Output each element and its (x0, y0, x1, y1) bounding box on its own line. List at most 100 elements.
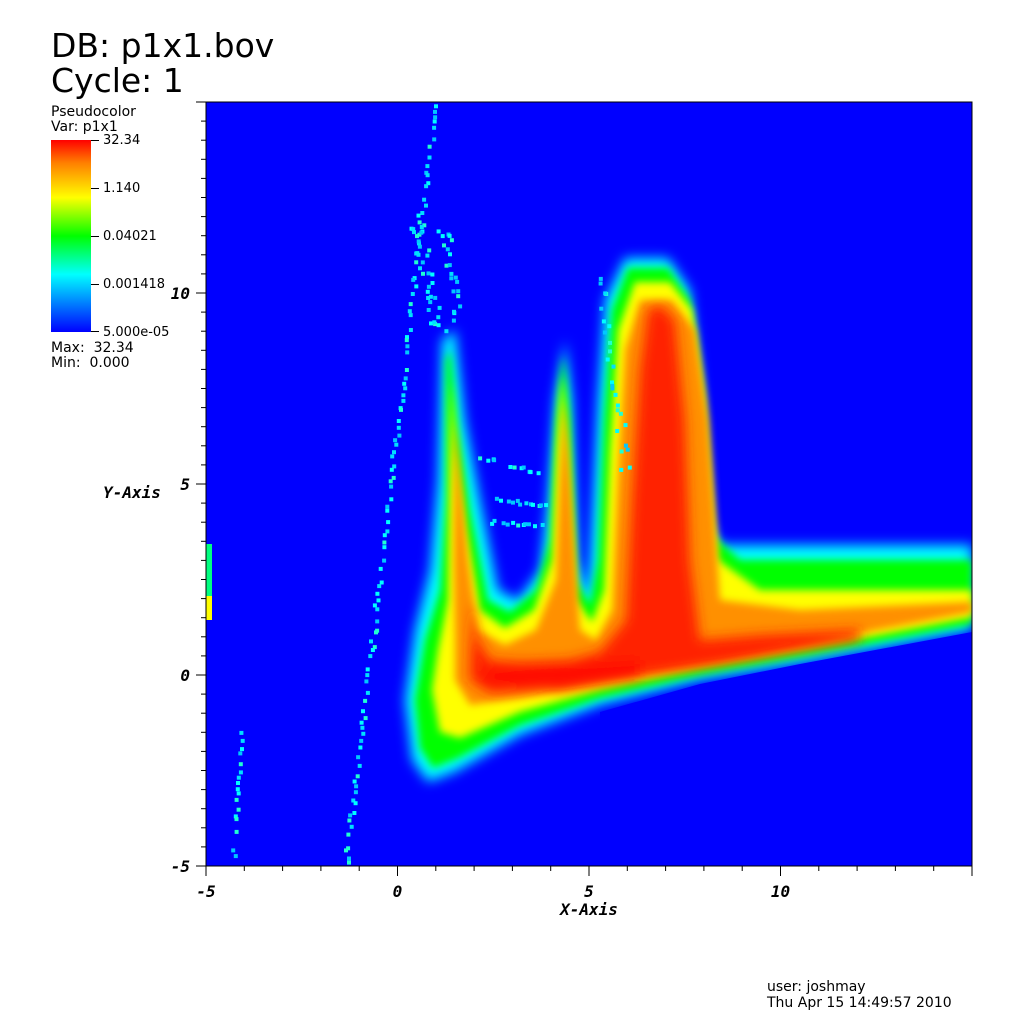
legend-min: Min: 0.000 (51, 356, 130, 371)
speck (425, 289, 430, 294)
speck (424, 203, 428, 208)
speck (490, 521, 495, 526)
speck (432, 119, 437, 124)
speck (516, 523, 521, 528)
speck (235, 787, 240, 792)
x-axis-label: X-Axis (558, 900, 618, 919)
speck (610, 380, 614, 385)
speck (501, 521, 506, 526)
x-axis-ticks: -5 0 5 10 (196, 866, 973, 901)
speck (414, 284, 419, 289)
speck (236, 791, 241, 796)
speck (518, 502, 523, 507)
speck (432, 137, 437, 142)
speck (370, 648, 375, 652)
speck (240, 747, 244, 752)
speck (436, 315, 441, 320)
speck (598, 276, 603, 281)
legend-min-label: Min: (51, 355, 81, 371)
footer-datetime: Thu Apr 15 14:49:57 2010 (767, 995, 952, 1011)
speck (444, 329, 449, 334)
speck (236, 807, 241, 812)
speck (392, 464, 397, 469)
legend-tick-label: 32.34 (103, 133, 141, 148)
speck (386, 520, 391, 525)
x-tick-label: 5 (584, 882, 594, 901)
speck (236, 775, 241, 780)
speck (238, 751, 243, 756)
speck (449, 271, 454, 276)
speck (238, 770, 243, 775)
speck (236, 781, 240, 785)
legend-tick-label: 0.001418 (103, 277, 166, 292)
y-tick-label: 0 (180, 666, 190, 685)
speck (405, 335, 409, 340)
speck (414, 260, 419, 265)
speck (618, 411, 623, 416)
speck (536, 471, 541, 476)
speck (424, 170, 429, 175)
speck (601, 319, 606, 324)
speck (524, 501, 529, 506)
legend-tick-label: 5.000e-05 (103, 325, 170, 340)
legend-tick (91, 331, 99, 332)
speck (399, 407, 403, 412)
speck (234, 817, 239, 822)
speck (352, 811, 357, 815)
speck (611, 364, 616, 369)
speck (415, 251, 420, 256)
speck (540, 523, 545, 527)
speck (478, 456, 483, 461)
speck (527, 522, 531, 527)
speck (445, 247, 450, 252)
speck (448, 252, 452, 257)
speck (397, 433, 402, 438)
speck (344, 848, 348, 853)
legend-min-value: 0.000 (89, 355, 130, 371)
speck (385, 529, 390, 534)
speck (440, 234, 445, 239)
speck (405, 350, 410, 355)
speck (363, 698, 368, 703)
speck (426, 284, 431, 289)
speck (402, 381, 407, 386)
speck (430, 272, 435, 277)
speck (426, 271, 431, 276)
speck (598, 281, 603, 286)
speck (403, 376, 408, 381)
speck (603, 291, 608, 296)
speck (390, 454, 395, 459)
speck (416, 239, 421, 244)
y-tick-label: 5 (180, 475, 190, 494)
speck (378, 566, 383, 571)
speck (353, 801, 358, 806)
speck (625, 447, 630, 452)
speck (521, 465, 526, 470)
speck (417, 244, 422, 249)
speck (360, 725, 365, 730)
speck (240, 738, 245, 743)
speck (505, 522, 510, 527)
speck (428, 300, 433, 305)
speck (365, 667, 370, 672)
speck (427, 144, 432, 149)
speck (377, 584, 382, 589)
speck (436, 323, 441, 328)
speck (427, 248, 432, 253)
legend-tick-label: 0.04021 (103, 229, 157, 244)
speck (364, 679, 369, 684)
speck (353, 790, 358, 795)
field-layers (206, 104, 972, 866)
speck (506, 499, 511, 504)
speck (444, 263, 449, 268)
speck (365, 690, 370, 695)
orange-layer (454, 300, 972, 705)
speck (347, 856, 351, 861)
speck (365, 673, 370, 678)
speck (426, 308, 431, 312)
speck (605, 357, 610, 362)
y-axis-label: Y-Axis (103, 483, 161, 502)
speck (347, 860, 351, 865)
speck (375, 607, 380, 612)
speck (376, 598, 381, 603)
